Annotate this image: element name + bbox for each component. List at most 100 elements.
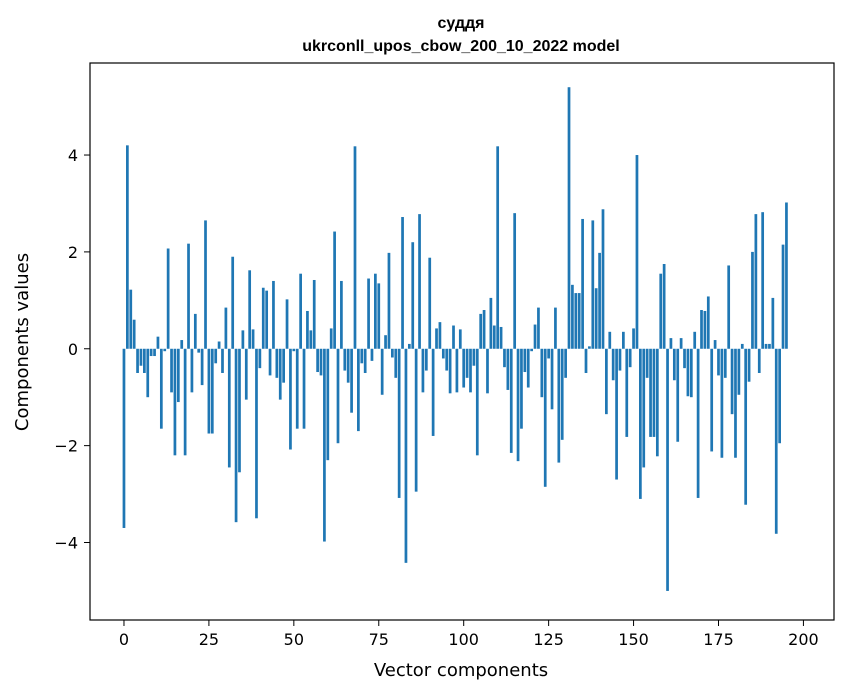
bar — [227, 348, 231, 468]
bar — [292, 348, 296, 352]
bar — [774, 348, 778, 534]
bar — [622, 331, 625, 349]
bar — [734, 348, 737, 458]
bar — [639, 348, 642, 499]
bar — [173, 348, 177, 456]
bar — [238, 348, 241, 473]
bar — [435, 328, 438, 349]
bar — [221, 348, 224, 373]
bar — [190, 348, 194, 393]
bar — [458, 329, 462, 349]
bar — [455, 348, 459, 393]
bar — [414, 348, 418, 492]
bar — [176, 348, 180, 403]
bar — [170, 348, 173, 393]
bar — [479, 313, 483, 349]
bar — [588, 346, 591, 349]
x-axis-label: Vector components — [374, 660, 548, 681]
bar — [312, 279, 316, 349]
bar — [401, 217, 404, 349]
bar — [207, 348, 211, 434]
bar — [278, 348, 282, 400]
bar — [486, 348, 489, 394]
bar — [214, 348, 218, 364]
bar — [210, 348, 214, 434]
chart-title: суддя — [437, 15, 484, 32]
y-axis-ticks: −4 −2 0 2 4 — [54, 146, 90, 553]
bar — [241, 330, 245, 349]
x-tick-label: 75 — [369, 630, 389, 649]
bar — [751, 251, 754, 349]
bar — [224, 307, 228, 349]
bar — [394, 348, 398, 378]
chart-subtitle: ukrconll_upos_cbow_200_10_2022 model — [302, 38, 619, 55]
bar — [462, 348, 466, 388]
bar — [686, 348, 690, 397]
bar — [605, 348, 608, 415]
x-tick-label: 200 — [788, 630, 819, 649]
bar — [265, 290, 269, 349]
bar — [261, 287, 265, 349]
bar — [747, 348, 751, 382]
bar — [567, 87, 571, 349]
bar — [503, 348, 506, 368]
bar — [584, 348, 588, 373]
bar — [475, 348, 479, 456]
bar — [438, 322, 442, 349]
bar — [217, 341, 221, 349]
bar — [730, 348, 734, 415]
y-tick-label: 0 — [68, 340, 78, 359]
bar — [309, 330, 313, 349]
bar — [302, 348, 306, 429]
bar — [255, 348, 258, 519]
bar — [601, 209, 605, 349]
bar — [149, 348, 153, 357]
bar — [771, 297, 775, 349]
bar — [411, 242, 415, 349]
bar — [591, 220, 595, 349]
bar — [543, 348, 547, 487]
bar — [581, 218, 584, 349]
bar — [547, 348, 550, 359]
bar — [448, 348, 452, 394]
y-tick-label: 4 — [68, 146, 78, 165]
bar — [316, 348, 319, 373]
bar — [482, 310, 486, 349]
bar — [200, 348, 204, 386]
bar — [669, 338, 673, 349]
bar — [594, 288, 598, 349]
bar — [679, 338, 683, 349]
bar — [363, 348, 367, 373]
bar — [706, 296, 710, 349]
bar — [689, 348, 693, 398]
bar — [472, 348, 476, 366]
bar — [713, 340, 717, 349]
bar — [323, 348, 326, 542]
bar — [618, 348, 622, 371]
bar — [615, 348, 618, 480]
bar — [571, 284, 574, 349]
bar — [343, 348, 347, 371]
bar — [764, 343, 768, 349]
bar — [506, 348, 510, 390]
bar — [598, 252, 601, 349]
bar — [360, 348, 364, 364]
bar — [126, 145, 129, 349]
bar — [526, 348, 530, 388]
bar — [299, 273, 302, 349]
bar — [499, 326, 503, 349]
bar — [397, 348, 401, 498]
bar — [632, 328, 635, 349]
bar — [513, 213, 517, 349]
bar — [424, 348, 428, 371]
bar — [272, 280, 275, 349]
bar — [492, 325, 496, 349]
bar — [275, 348, 279, 378]
x-tick-label: 100 — [448, 630, 479, 649]
bar — [516, 348, 520, 462]
plot-frame — [89, 62, 835, 621]
bar — [737, 348, 741, 395]
bar — [421, 348, 425, 393]
bar — [628, 348, 632, 368]
bar — [652, 348, 656, 437]
